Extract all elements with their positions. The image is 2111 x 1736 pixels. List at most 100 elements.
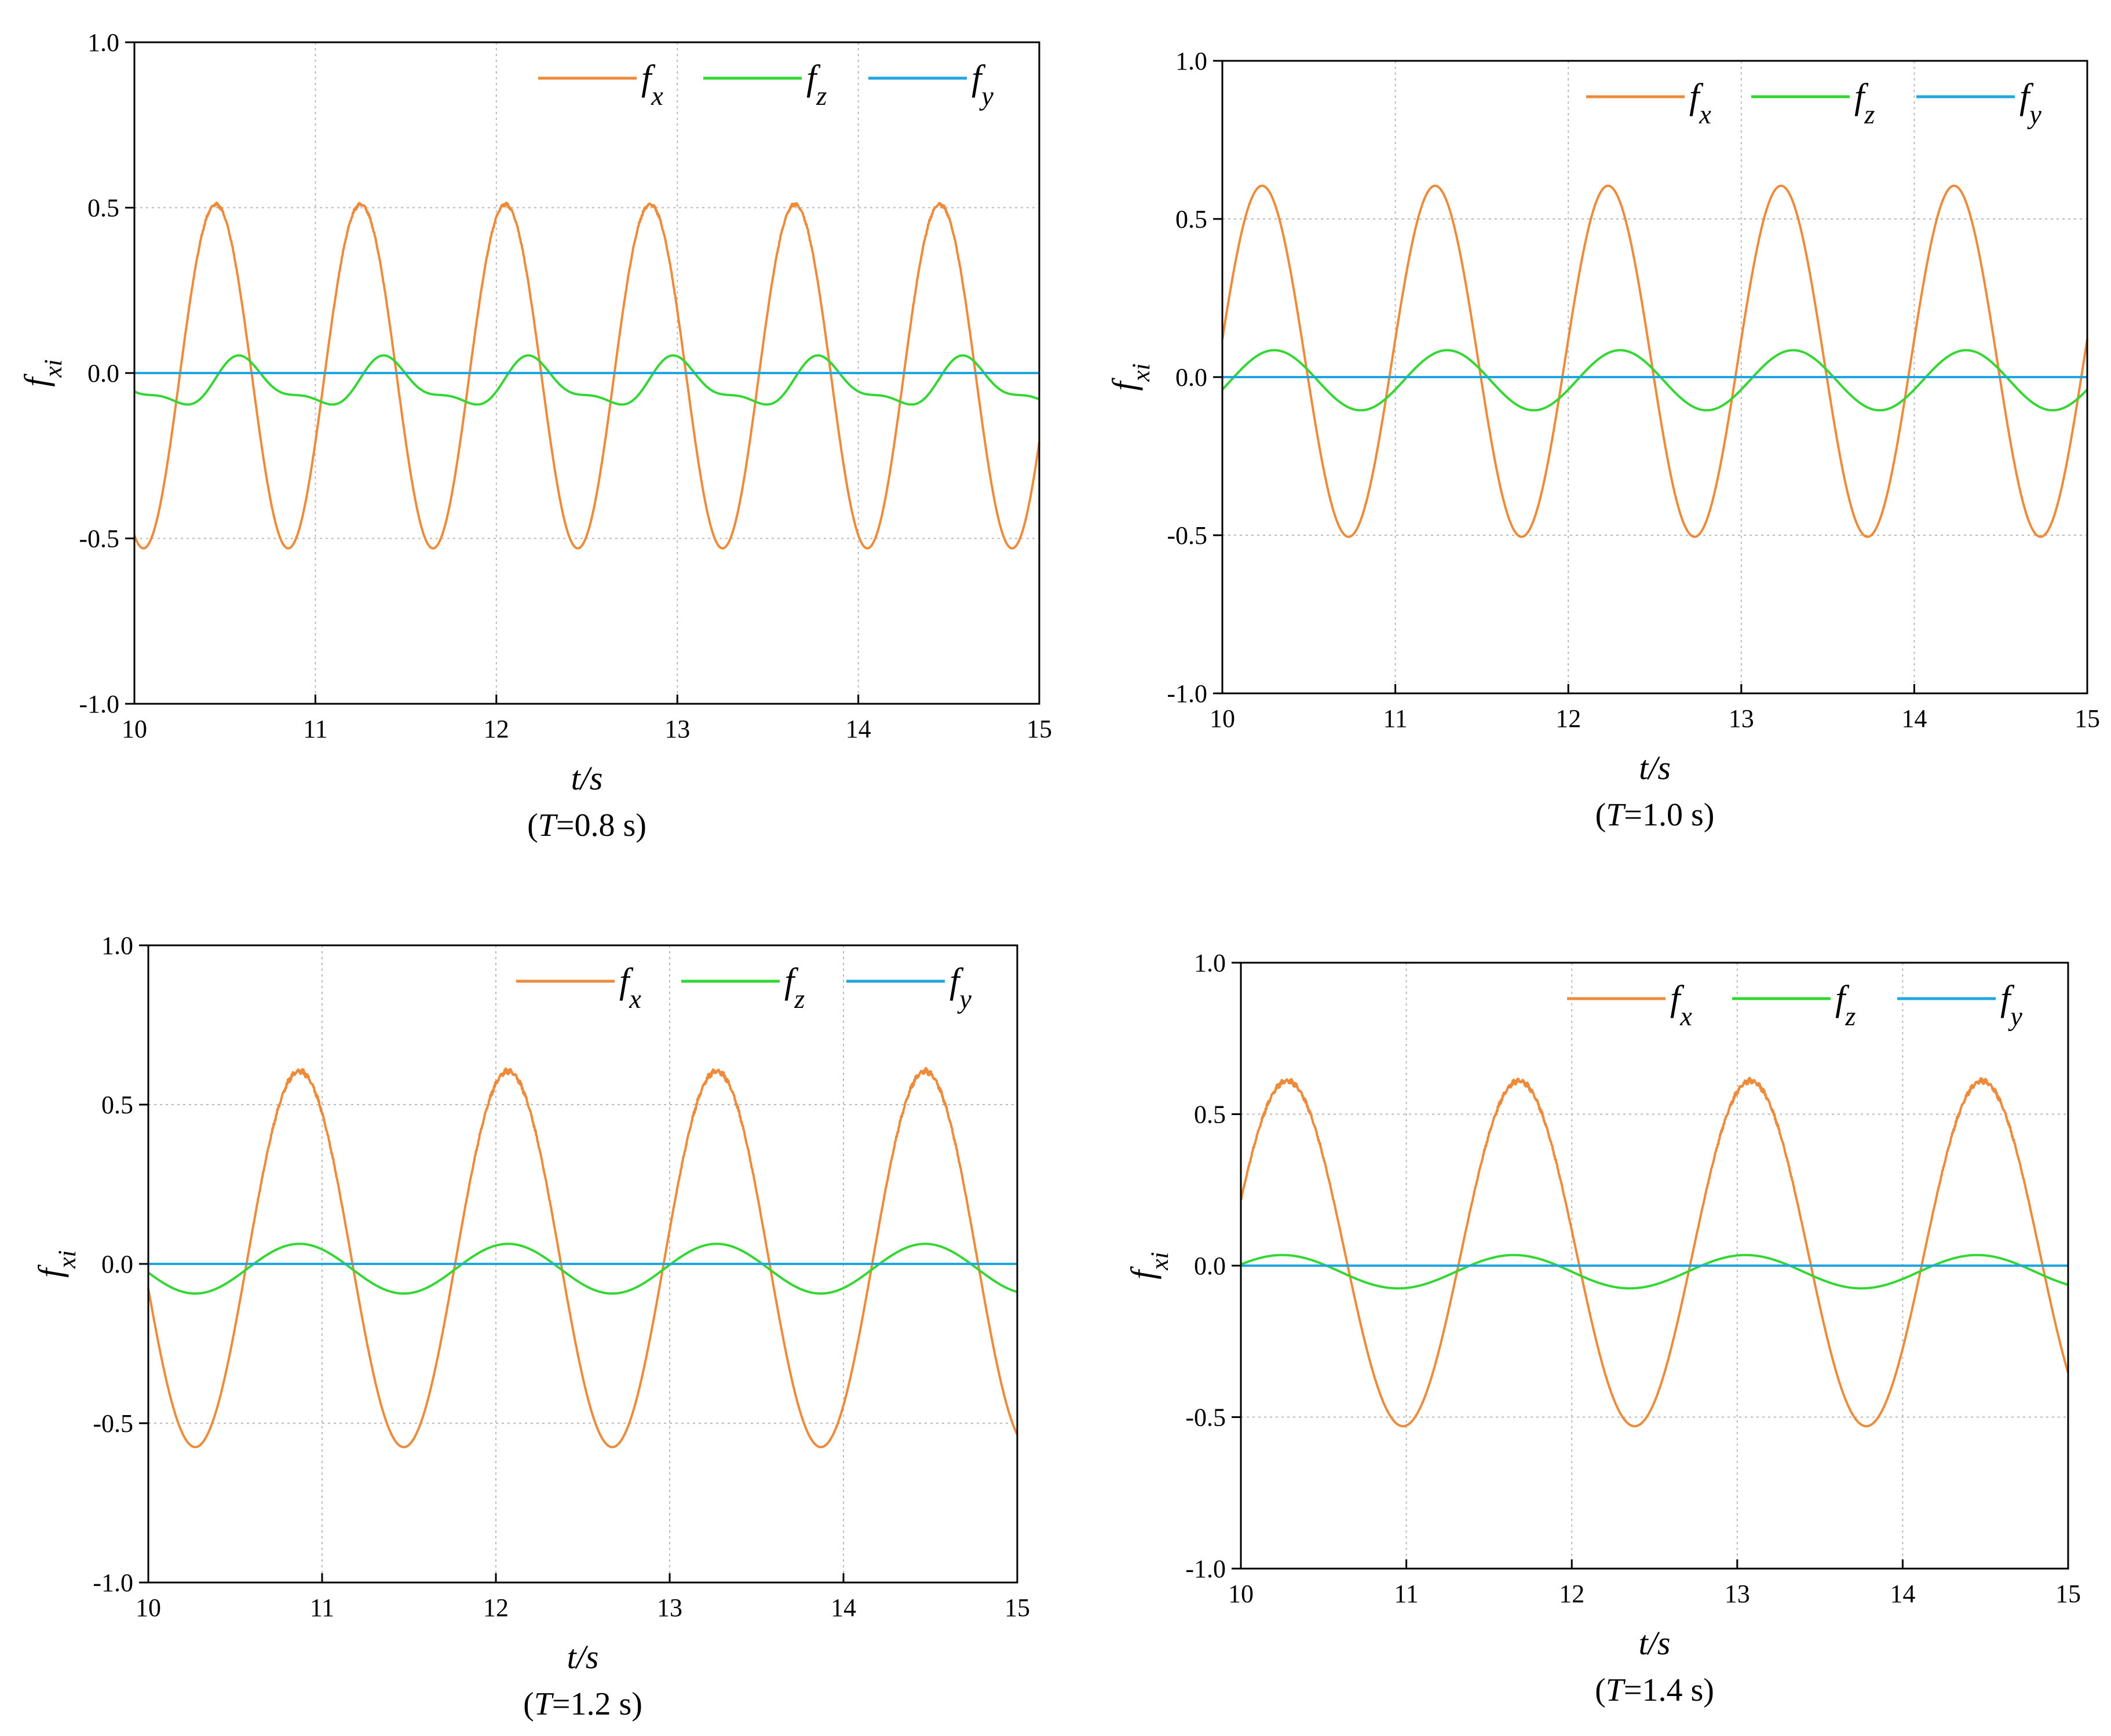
x-tick-label: 12 bbox=[1555, 704, 1581, 733]
x-tick-label: 13 bbox=[1729, 704, 1754, 733]
series-line-fz bbox=[134, 354, 1040, 406]
x-tick-label: 14 bbox=[831, 1594, 856, 1622]
series-line-fx bbox=[1221, 184, 2088, 538]
y-axis-label-subscript: xi bbox=[1127, 363, 1155, 382]
x-tick-label: 14 bbox=[1890, 1580, 1915, 1608]
caption-period-symbol: T bbox=[538, 807, 558, 843]
x-tick-label: 14 bbox=[1901, 704, 1927, 733]
y-tick-label: 0.5 bbox=[87, 194, 119, 222]
legend-label-subscript: y bbox=[979, 82, 994, 111]
legend-label-fx: fx bbox=[641, 59, 663, 111]
x-tick-label: 10 bbox=[136, 1594, 161, 1622]
legend-label-subscript: y bbox=[2008, 1002, 2022, 1032]
y-tick-label: -0.5 bbox=[1167, 521, 1207, 550]
legend-label-subscript: z bbox=[1845, 1002, 1856, 1032]
legend-label-subscript: x bbox=[1699, 100, 1711, 130]
x-tick-label: 15 bbox=[2055, 1580, 2081, 1608]
x-tick-label: 15 bbox=[1005, 1594, 1030, 1622]
y-tick-label: -1.0 bbox=[1167, 679, 1207, 708]
y-axis-label: fxi bbox=[17, 359, 67, 387]
x-tick-label: 13 bbox=[664, 715, 690, 743]
legend-label-subscript: y bbox=[957, 985, 972, 1014]
legend-label-fy: fy bbox=[2019, 77, 2041, 130]
x-tick-label: 11 bbox=[1394, 1580, 1418, 1608]
chart-caption: (T=1.4 s) bbox=[1595, 1672, 1714, 1708]
legend-label-subscript: z bbox=[816, 82, 827, 111]
caption-period-value: =1.2 s) bbox=[552, 1686, 642, 1722]
x-axis-label: t/s bbox=[1639, 1624, 1671, 1662]
x-axis-label: t/s bbox=[1639, 749, 1671, 787]
legend: fx fz fy bbox=[516, 962, 972, 1014]
series-line-fx bbox=[133, 201, 1040, 550]
y-tick-label: 1.0 bbox=[1194, 949, 1226, 977]
chart-panel-1: 10 11 12 13 14 15 1.0 0.5 0.0 -0.5 -1.0 t/s fxi (T=0.… bbox=[17, 28, 1052, 843]
legend-label-fx: fx bbox=[1689, 77, 1711, 130]
chart-caption: (T=0.8 s) bbox=[527, 807, 647, 843]
y-axis-label: fxi bbox=[1124, 1252, 1174, 1280]
caption-period-value: =1.4 s) bbox=[1624, 1672, 1714, 1708]
legend-label-fy: fy bbox=[2000, 979, 2022, 1032]
chart-panel-2: 10 11 12 13 14 15 1.0 0.5 0.0 -0.5 -1.0 t/s fxi (T=1.… bbox=[1105, 47, 2100, 833]
x-tick-label: 10 bbox=[122, 715, 147, 743]
legend: fx fz fy bbox=[1586, 77, 2041, 130]
y-axis-label-subscript: xi bbox=[53, 1250, 81, 1269]
y-tick-label: 1.0 bbox=[87, 28, 119, 57]
y-tick-label: 0.0 bbox=[101, 1250, 133, 1278]
legend-label-subscript: x bbox=[629, 985, 641, 1014]
x-tick-label: 10 bbox=[1228, 1580, 1254, 1608]
legend-label-fz: fz bbox=[806, 59, 827, 111]
caption-period-symbol: T bbox=[1606, 797, 1626, 833]
legend: fx fz fy bbox=[538, 59, 994, 111]
x-tick-label: 14 bbox=[846, 715, 871, 743]
chart-panel-3: 10 11 12 13 14 15 1.0 0.5 0.0 -0.5 -1.0 t/s fxi (T=1.… bbox=[31, 931, 1030, 1722]
chart-caption: (T=1.2 s) bbox=[523, 1686, 642, 1722]
legend-label-fy: fy bbox=[949, 962, 972, 1014]
legend-label-subscript: x bbox=[651, 82, 663, 111]
series-line-fz bbox=[1240, 1253, 2069, 1290]
y-tick-label: 0.5 bbox=[1175, 205, 1207, 233]
y-tick-label: 0.0 bbox=[1194, 1252, 1226, 1280]
y-tick-label: -0.5 bbox=[93, 1409, 133, 1438]
legend-label-fy: fy bbox=[972, 59, 994, 111]
series-line-fx bbox=[1240, 1076, 2069, 1428]
y-axis-label-subscript: xi bbox=[39, 359, 67, 378]
series-line-fz bbox=[1221, 349, 2088, 412]
y-tick-label: -0.5 bbox=[1185, 1404, 1226, 1432]
legend-label-subscript: z bbox=[1864, 100, 1875, 130]
x-tick-label: 12 bbox=[1559, 1580, 1584, 1608]
x-tick-label: 11 bbox=[303, 715, 327, 743]
legend-label-subscript: x bbox=[1679, 1002, 1692, 1032]
y-tick-label: 1.0 bbox=[1175, 47, 1207, 75]
legend-label-subscript: z bbox=[794, 985, 805, 1014]
y-tick-label: -1.0 bbox=[1185, 1555, 1226, 1583]
x-tick-label: 11 bbox=[1383, 704, 1407, 733]
x-axis-label: t/s bbox=[567, 1638, 599, 1676]
caption-period-value: =0.8 s) bbox=[556, 807, 647, 843]
legend-label-fx: fx bbox=[1670, 979, 1692, 1032]
y-tick-label: 0.5 bbox=[101, 1091, 133, 1119]
legend-label-fz: fz bbox=[1854, 77, 1875, 130]
y-tick-label: 1.0 bbox=[101, 931, 133, 960]
x-tick-label: 12 bbox=[483, 1594, 509, 1622]
x-axis-label: t/s bbox=[571, 759, 603, 797]
legend: fx fz fy bbox=[1567, 979, 2022, 1032]
y-tick-label: 0.5 bbox=[1194, 1101, 1226, 1129]
caption-period-symbol: T bbox=[534, 1686, 554, 1722]
legend-label-fz: fz bbox=[784, 962, 805, 1014]
x-tick-label: 12 bbox=[484, 715, 509, 743]
chart-panel-4: 10 11 12 13 14 15 1.0 0.5 0.0 -0.5 -1.0 t/s fxi (T=1.… bbox=[1124, 949, 2081, 1708]
y-tick-label: -0.5 bbox=[79, 525, 119, 553]
x-tick-label: 13 bbox=[657, 1594, 682, 1622]
y-axis-label: fxi bbox=[31, 1250, 81, 1278]
y-axis-label-subscript: xi bbox=[1146, 1252, 1174, 1270]
legend-label-fx: fx bbox=[619, 962, 641, 1014]
x-tick-label: 15 bbox=[2075, 704, 2100, 733]
x-tick-label: 15 bbox=[1027, 715, 1052, 743]
legend-label-fz: fz bbox=[1835, 979, 1856, 1032]
legend-label-subscript: y bbox=[2027, 100, 2041, 130]
series-line-fx bbox=[147, 1067, 1018, 1449]
y-tick-label: 0.0 bbox=[1175, 363, 1207, 392]
caption-period-value: =1.0 s) bbox=[1624, 797, 1714, 833]
y-tick-label: 0.0 bbox=[87, 359, 119, 388]
